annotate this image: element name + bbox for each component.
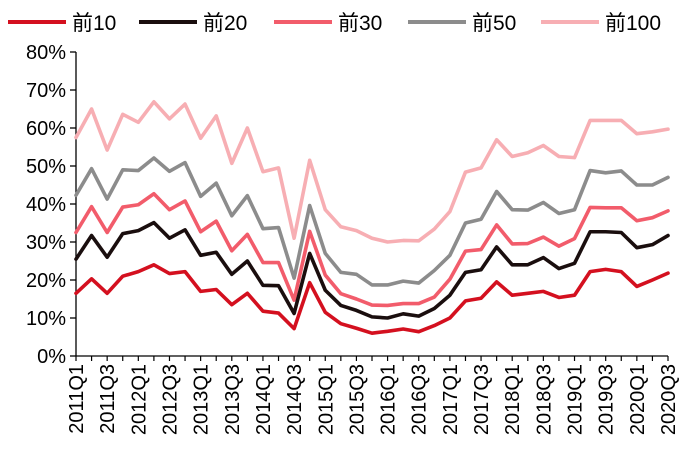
x-tick-label: 2012Q1 (128, 364, 150, 435)
x-tick-label: 2019Q3 (596, 364, 618, 435)
y-tick-label: 80% (26, 42, 66, 64)
x-tick-label: 2013Q1 (191, 364, 213, 435)
legend: 前10 前20 前30 前50 前100 (8, 12, 661, 35)
x-tick-label: 2020Q3 (658, 364, 680, 435)
x-tick-label: 2012Q3 (159, 364, 181, 435)
y-tick-label: 60% (26, 118, 66, 140)
x-tick-label: 2014Q3 (284, 364, 306, 435)
x-tick-label: 2016Q1 (378, 364, 400, 435)
y-axis: 0% 10% 20% 30% 40% 50% 60% 70% 80% (26, 42, 77, 368)
y-tick-label: 10% (26, 308, 66, 330)
legend-label: 前20 (203, 12, 247, 35)
y-tick-label: 30% (26, 232, 66, 254)
legend-label: 前10 (72, 12, 116, 35)
series-line-前30 (74, 191, 670, 308)
x-tick-label: 2019Q1 (565, 364, 587, 435)
x-tick-label: 2013Q3 (222, 364, 244, 435)
x-tick-label: 2018Q3 (533, 364, 555, 435)
x-tick-label: 2014Q1 (253, 364, 275, 435)
x-tick-label: 2011Q1 (66, 364, 88, 434)
x-tick-label: 2015Q3 (346, 364, 368, 435)
x-tick-label: 2011Q3 (97, 364, 119, 434)
legend-label: 前30 (338, 12, 382, 35)
series-line-前20 (74, 220, 670, 320)
x-tick-label: 2015Q1 (315, 364, 337, 435)
series-line-前100 (74, 99, 670, 244)
x-tick-label: 2017Q3 (471, 364, 493, 435)
legend-label: 前50 (472, 12, 516, 35)
series-line-前10 (74, 262, 670, 336)
x-tick-label: 2018Q1 (502, 364, 524, 435)
y-tick-label: 70% (26, 80, 66, 102)
y-tick-label: 0% (37, 346, 66, 368)
series-line-前50 (74, 156, 670, 287)
x-tick-label: 2017Q1 (440, 364, 462, 435)
y-tick-label: 40% (26, 194, 66, 216)
y-tick-label: 50% (26, 156, 66, 178)
x-tick-label: 2020Q1 (627, 364, 649, 435)
x-tick-label: 2016Q3 (409, 364, 431, 435)
x-axis: 2011Q1 2011Q3 2012Q1 2012Q3 2013Q1 2013Q3 2014… (66, 355, 680, 435)
y-tick-label: 20% (26, 270, 66, 292)
legend-label: 前100 (605, 12, 661, 35)
series-group (74, 99, 670, 336)
